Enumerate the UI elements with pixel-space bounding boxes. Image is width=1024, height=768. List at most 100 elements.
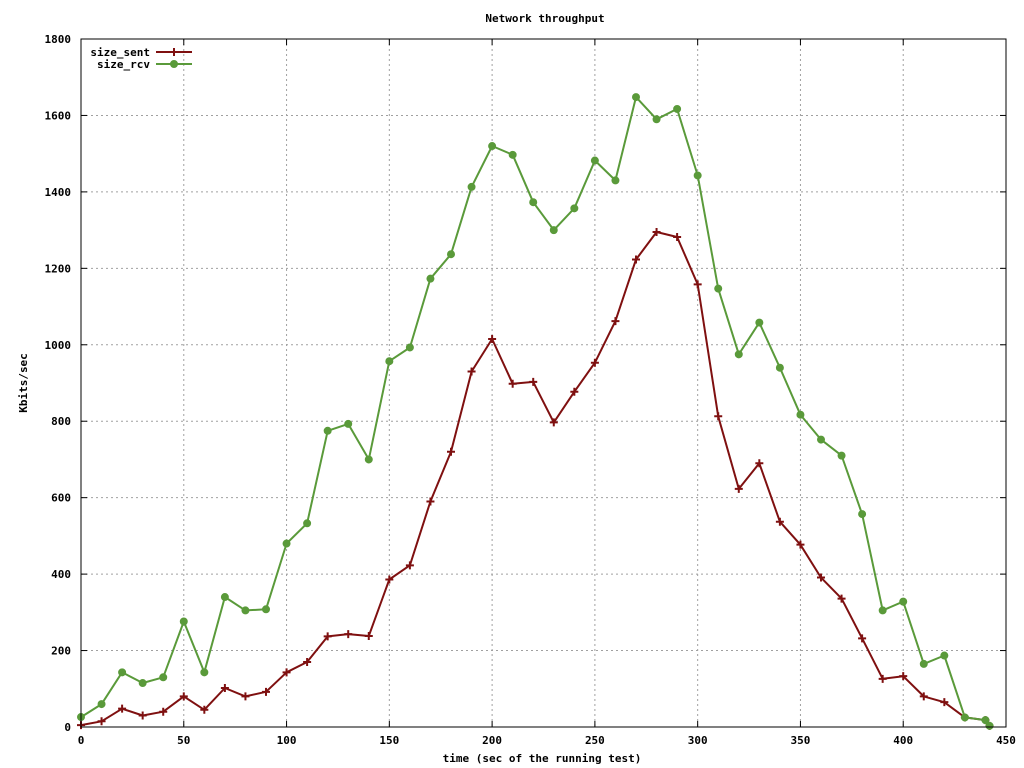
data-point-size_rcv xyxy=(138,679,147,688)
data-point-size_sent xyxy=(755,459,764,468)
data-point-size_rcv xyxy=(241,606,250,615)
data-point-size_rcv xyxy=(405,343,414,352)
data-point-size_rcv xyxy=(200,668,209,677)
x-tick-label: 250 xyxy=(585,734,605,747)
legend-marker-size_sent xyxy=(170,48,178,56)
data-point-size_rcv xyxy=(714,284,723,293)
y-axis-label: Kbits/sec xyxy=(17,353,30,413)
data-point-size_sent xyxy=(673,232,682,241)
data-point-size_rcv xyxy=(426,274,435,283)
data-point-size_rcv xyxy=(323,426,332,435)
data-point-size_rcv xyxy=(529,198,538,207)
data-point-size_rcv xyxy=(590,156,599,165)
y-tick-label: 200 xyxy=(51,645,71,658)
data-point-size_rcv xyxy=(673,104,682,113)
data-point-size_rcv xyxy=(549,226,558,235)
x-tick-label: 300 xyxy=(688,734,708,747)
data-point-size_rcv xyxy=(118,668,127,677)
y-tick-label: 1600 xyxy=(45,109,72,122)
x-tick-label: 350 xyxy=(791,734,811,747)
data-point-size_rcv xyxy=(508,150,517,159)
data-point-size_rcv xyxy=(652,115,661,124)
data-point-size_sent xyxy=(529,377,538,386)
data-point-size_rcv xyxy=(981,716,990,725)
data-point-size_sent xyxy=(282,668,291,677)
data-point-size_rcv xyxy=(467,182,476,191)
data-point-size_sent xyxy=(837,594,846,603)
data-point-size_sent xyxy=(940,698,949,707)
data-point-size_rcv xyxy=(159,673,168,682)
y-tick-label: 1000 xyxy=(45,339,72,352)
data-point-size_rcv xyxy=(899,597,908,606)
data-point-size_rcv xyxy=(632,93,640,102)
data-point-size_sent xyxy=(899,672,908,681)
data-point-size_sent xyxy=(590,358,599,367)
data-point-size_rcv xyxy=(693,171,702,180)
data-point-size_sent xyxy=(734,484,743,493)
plot-frame xyxy=(80,38,1007,728)
x-tick-label: 150 xyxy=(379,734,399,747)
data-point-size_sent xyxy=(549,418,558,427)
data-point-size_rcv xyxy=(919,659,928,668)
x-axis-label: time (sec of the running test) xyxy=(443,752,642,765)
data-point-size_sent xyxy=(426,497,435,506)
data-point-size_sent xyxy=(118,704,127,713)
data-point-size_rcv xyxy=(282,539,291,548)
y-tick-label: 1200 xyxy=(45,262,72,275)
data-point-size_sent xyxy=(159,707,168,716)
data-point-size_sent xyxy=(796,540,805,549)
data-point-size_rcv xyxy=(960,713,969,722)
data-point-size_sent xyxy=(385,575,394,584)
y-tick-label: 600 xyxy=(51,492,71,505)
data-point-size_rcv xyxy=(447,250,455,259)
data-point-size_rcv xyxy=(940,651,949,660)
series-size_rcv xyxy=(77,93,994,730)
x-tick-label: 0 xyxy=(78,734,85,747)
data-point-size_sent xyxy=(138,711,147,720)
series-layer xyxy=(77,93,994,730)
x-tick-label: 100 xyxy=(277,734,297,747)
legend-marker-size_rcv xyxy=(170,60,178,68)
data-point-size_rcv xyxy=(220,593,229,602)
data-point-size_rcv xyxy=(611,176,620,185)
legend-label-size_sent: size_sent xyxy=(90,46,150,59)
data-point-size_sent xyxy=(179,692,188,701)
data-point-size_sent xyxy=(858,634,867,643)
legend-label-size_rcv: size_rcv xyxy=(97,58,150,71)
data-point-size_rcv xyxy=(488,142,497,151)
data-point-size_sent xyxy=(775,517,784,526)
data-point-size_rcv xyxy=(364,455,373,464)
data-point-size_sent xyxy=(632,255,640,264)
data-point-size_sent xyxy=(447,447,455,456)
data-point-size_sent xyxy=(262,687,270,696)
y-tick-label: 400 xyxy=(51,568,71,581)
data-point-size_sent xyxy=(652,228,661,237)
data-point-size_sent xyxy=(303,658,312,667)
data-point-size_rcv xyxy=(97,700,106,709)
data-point-size_rcv xyxy=(817,435,825,444)
grid xyxy=(81,39,1006,727)
data-point-size_sent xyxy=(97,717,106,726)
data-point-size_rcv xyxy=(755,318,764,327)
data-point-size_sent xyxy=(508,379,517,388)
data-point-size_rcv xyxy=(775,363,784,372)
data-point-size_rcv xyxy=(303,519,312,528)
data-point-size_rcv xyxy=(837,451,846,460)
data-point-size_sent xyxy=(364,632,373,641)
data-point-size_sent xyxy=(220,684,229,693)
data-point-size_sent xyxy=(570,387,579,396)
ticks: 0 200 400 600 800 1000 1200 1400 1600 1800 0 50 100 1… xyxy=(45,33,1016,747)
data-point-size_rcv xyxy=(570,204,579,213)
data-point-size_sent xyxy=(241,692,250,701)
x-tick-label: 50 xyxy=(177,734,190,747)
data-point-size_sent xyxy=(323,632,332,641)
data-point-size_sent xyxy=(693,280,702,289)
x-tick-label: 200 xyxy=(482,734,502,747)
data-point-size_sent xyxy=(611,317,620,326)
data-point-size_sent xyxy=(714,412,723,421)
series-line-size_rcv xyxy=(80,96,991,727)
data-point-size_rcv xyxy=(796,410,805,419)
data-point-size_rcv xyxy=(385,357,394,366)
